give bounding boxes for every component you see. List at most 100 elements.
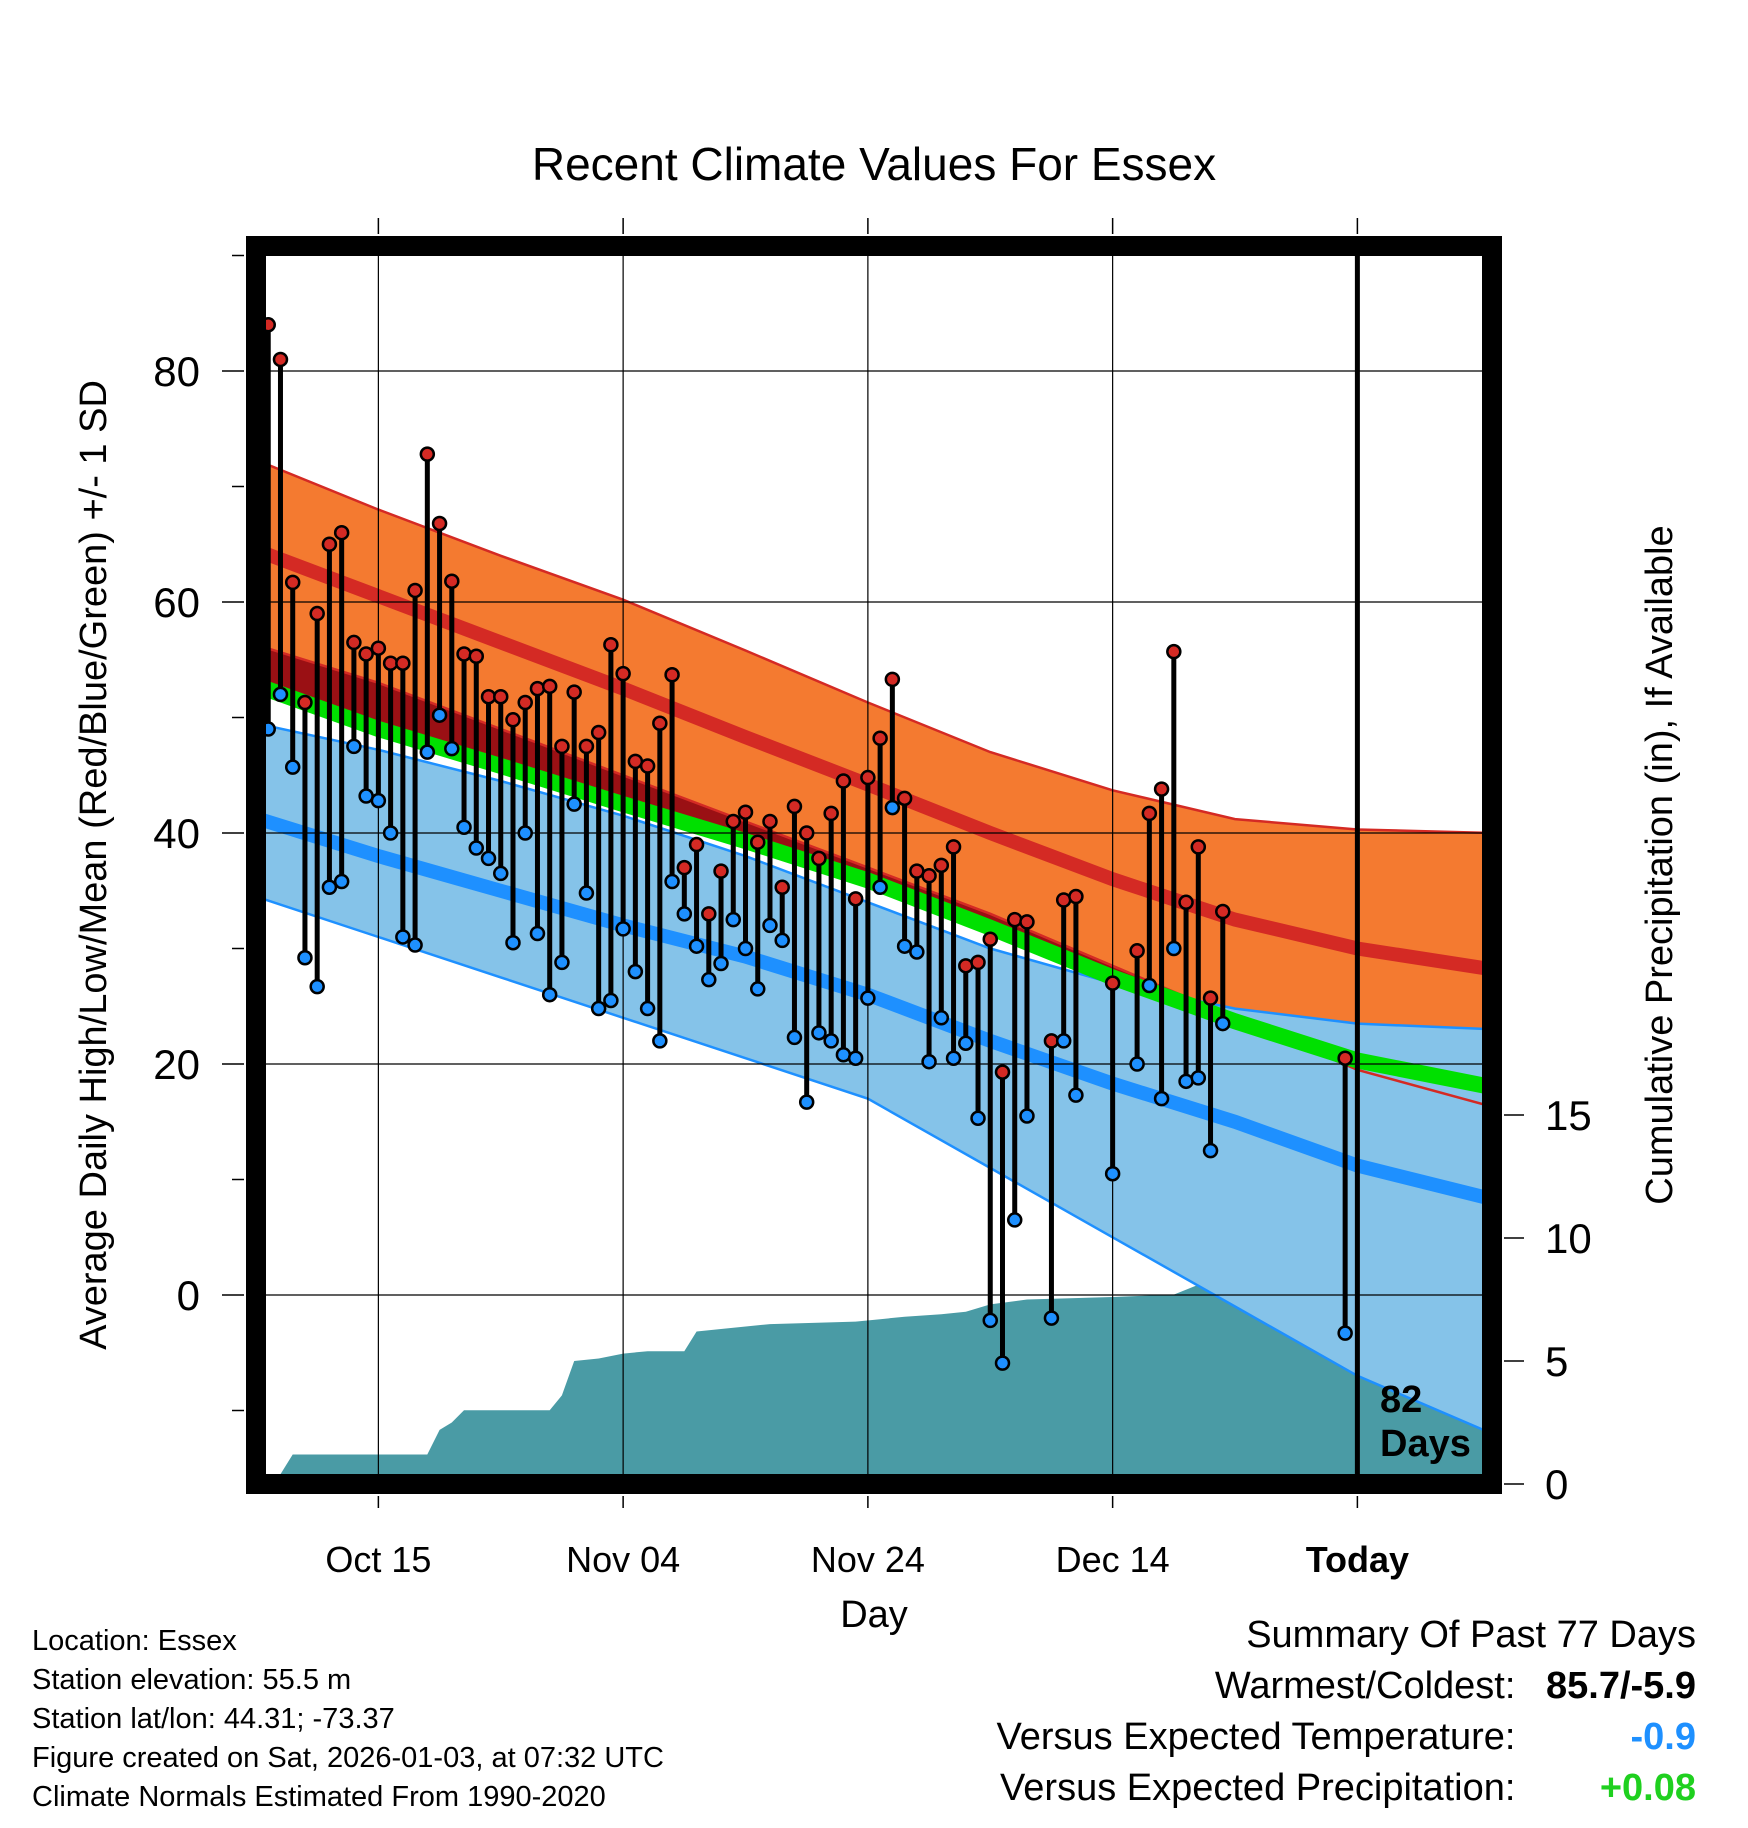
temp-anomaly-value: -0.9 (1630, 1716, 1696, 1758)
obs-low-point (615, 921, 631, 937)
obs-low-point (272, 686, 289, 703)
obs-high-point (1129, 943, 1145, 959)
obs-high-point (749, 834, 766, 850)
obs-low-point (639, 1000, 656, 1017)
obs-low-point (456, 819, 472, 835)
obs-high-point (664, 667, 680, 683)
obs-low-point (419, 744, 436, 760)
obs-low-point (688, 938, 705, 954)
obs-high-point (554, 738, 570, 755)
obs-low-point (603, 992, 619, 1009)
obs-low-point (652, 1033, 668, 1049)
obs-low-point (737, 940, 754, 957)
obs-high-point (346, 634, 362, 651)
obs-low-point (541, 986, 558, 1003)
obs-low-point (1337, 1325, 1353, 1341)
obs-high-point (468, 648, 485, 665)
obs-high-point (676, 859, 693, 876)
obs-low-point (321, 879, 338, 896)
obs-low-point (970, 1110, 986, 1127)
obs-low-point (627, 963, 644, 980)
today-annotation-number: 82 (1380, 1379, 1422, 1421)
obs-low-point (346, 738, 362, 755)
y-tick-label: 80 (153, 348, 200, 395)
obs-low-point (444, 740, 460, 757)
obs-low-point (493, 865, 509, 882)
precip-area (274, 1282, 1492, 1484)
obs-high-point (786, 798, 803, 815)
station-info: Location: Essex Station elevation: 55.5 … (32, 1622, 664, 1817)
obs-high-point (566, 684, 582, 700)
obs-high-point (1019, 914, 1035, 930)
created-text: Figure created on Sat, 2026-01-03, at 07… (32, 1742, 664, 1774)
obs-high-point (1178, 894, 1194, 911)
obs-high-point (1215, 903, 1231, 920)
obs-low-point (468, 840, 485, 856)
obs-low-point (835, 1047, 852, 1063)
obs-high-point (982, 931, 999, 948)
y2-axis-label: Cumulative Precipitation (in), If Availa… (1639, 525, 1681, 1204)
obs-high-point (590, 724, 607, 741)
obs-low-point (407, 937, 423, 953)
obs-low-point (529, 925, 546, 942)
obs-low-point (590, 1000, 607, 1017)
obs-low-point (701, 971, 717, 988)
obs-low-point (578, 885, 595, 901)
warmest-coldest-row: Warmest/Coldest: 85.7/-5.9 (997, 1661, 1696, 1712)
x-tick-label: Nov 24 (811, 1539, 925, 1580)
obs-low-point (774, 932, 790, 949)
precip-anomaly-value: +0.08 (1599, 1767, 1696, 1809)
obs-low-point (566, 796, 582, 812)
obs-high-point (639, 758, 656, 774)
warmest-coldest-label: Warmest/Coldest: (1214, 1665, 1516, 1707)
obs-low-point (909, 944, 925, 960)
obs-high-point (456, 646, 472, 662)
obs-low-point (554, 954, 570, 971)
obs-low-point (713, 955, 729, 972)
obs-high-point (725, 813, 742, 830)
y2-tick-label: 15 (1545, 1092, 1592, 1139)
obs-low-point (1141, 977, 1158, 994)
obs-high-point (774, 879, 790, 896)
obs-high-point (994, 1064, 1011, 1080)
obs-high-point (309, 605, 325, 622)
obs-low-point (1178, 1073, 1194, 1090)
y-tick-label: 60 (153, 579, 200, 626)
precip-anomaly-label: Versus Expected Precipitation: (1000, 1767, 1516, 1809)
obs-low-point (284, 759, 301, 775)
obs-low-point (297, 949, 313, 966)
obs-low-point (945, 1050, 962, 1066)
obs-high-point (958, 958, 974, 974)
obs-high-point (370, 640, 387, 656)
obs-low-point (994, 1355, 1011, 1371)
obs-high-point (713, 863, 729, 879)
obs-high-point (1055, 892, 1072, 908)
obs-low-point (517, 825, 533, 841)
obs-high-point (284, 574, 301, 591)
obs-high-point (517, 694, 533, 711)
obs-high-point (847, 891, 864, 907)
obs-high-point (272, 351, 289, 368)
y-axis-label: Average Daily High/Low/Mean (Red/Blue/Gr… (73, 380, 115, 1350)
today-annotation-unit: Days (1380, 1423, 1471, 1465)
obs-high-point (1006, 911, 1023, 928)
elevation-text: Station elevation: 55.5 m (32, 1664, 352, 1696)
obs-high-point (933, 857, 950, 874)
temp-anomaly-row: Versus Expected Temperature: -0.9 (997, 1712, 1696, 1763)
obs-high-point (811, 850, 827, 867)
obs-low-point (1202, 1142, 1219, 1159)
obs-low-point (1215, 1015, 1231, 1032)
x-axis-label: Day (840, 1594, 908, 1636)
obs-low-point (480, 850, 497, 867)
obs-low-point (1166, 940, 1182, 957)
obs-high-point (603, 636, 619, 653)
y-tick-label: 20 (153, 1041, 200, 1088)
obs-low-point (1019, 1108, 1035, 1124)
obs-low-point (896, 938, 913, 954)
latlon-text: Station lat/lon: 44.31; -73.37 (32, 1703, 395, 1735)
y-tick-label: 0 (177, 1272, 200, 1319)
obs-low-point (933, 1010, 950, 1026)
obs-high-point (493, 688, 509, 705)
obs-low-point (431, 707, 448, 723)
